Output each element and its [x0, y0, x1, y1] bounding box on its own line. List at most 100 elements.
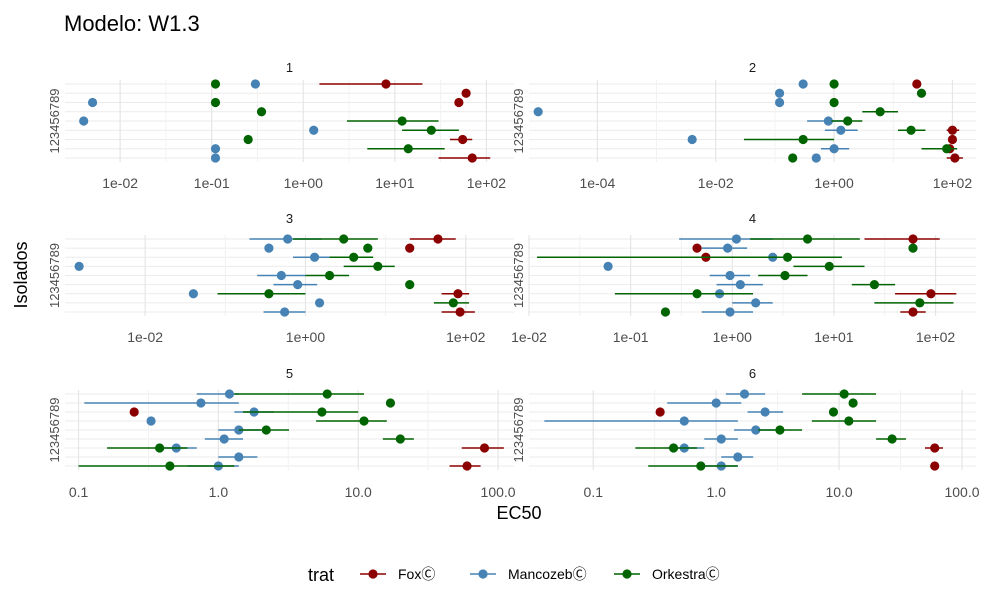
data-point [660, 307, 671, 317]
data-point [363, 243, 373, 253]
data-point [458, 134, 468, 145]
data-point [165, 461, 175, 471]
legend-entry: MancozebⒸ [470, 566, 587, 582]
panel-4: 1e-02 1e-01 1e+00 1e+01 1e+02 4 123456789 [511, 211, 976, 345]
data-point [234, 452, 244, 462]
legend-marker [368, 569, 378, 579]
x-tick-label: 100.0 [481, 484, 516, 500]
y-axis-label: Isolados [11, 241, 31, 308]
data-point [385, 398, 396, 408]
data-point [129, 407, 139, 417]
data-point [309, 125, 319, 135]
x-tick-label: 10.0 [345, 484, 372, 500]
y-tick-label: 123456789 [511, 88, 526, 153]
data-point [146, 416, 156, 426]
data-point [155, 443, 165, 453]
x-tick-label: 1e+00 [814, 175, 854, 191]
data-point [798, 79, 808, 89]
legend: trat FoxⒸ MancozebⒸ OrkestraⒸ [308, 565, 720, 585]
data-point [533, 107, 543, 117]
data-point [731, 234, 742, 244]
x-tick-label: 1e+02 [446, 329, 486, 345]
x-tick-label: 1e+02 [467, 175, 507, 191]
data-point [479, 443, 490, 453]
legend-marker [478, 569, 488, 579]
data-point [788, 153, 798, 163]
data-point [930, 443, 940, 453]
data-point [280, 307, 290, 317]
x-tick-label: 1e-02 [102, 175, 138, 191]
data-point [210, 153, 221, 163]
data-point [848, 398, 858, 408]
data-point [397, 116, 407, 126]
x-tick-label: 1e-01 [613, 329, 649, 345]
x-tick-label: 1e+00 [713, 329, 753, 345]
data-point [798, 134, 808, 145]
data-point [947, 125, 958, 135]
legend-title: trat [308, 565, 334, 585]
data-point [433, 234, 443, 244]
data-point [735, 280, 745, 290]
x-tick-label: 1e+02 [916, 329, 956, 345]
strip-label: 6 [749, 366, 756, 381]
data-point [79, 116, 89, 126]
panel-1: 1e-02 1e-01 1e+00 1e+01 1e+02 1 123456789 [47, 60, 514, 191]
x-tick-label: 1e+00 [286, 329, 326, 345]
x-tick-label: 1e-01 [194, 175, 230, 191]
data-point [696, 461, 706, 471]
data-point [373, 261, 383, 271]
data-point [829, 97, 839, 108]
data-point [395, 434, 405, 444]
y-tick-label: 123456789 [511, 397, 526, 462]
data-point [836, 125, 846, 135]
data-point [679, 416, 689, 426]
data-point [324, 270, 335, 281]
y-tick-label: 123456789 [511, 243, 526, 308]
data-point [381, 79, 391, 89]
data-point [916, 88, 927, 98]
data-point [210, 144, 221, 154]
data-point [828, 407, 839, 417]
data-point [774, 97, 785, 108]
data-point [843, 116, 853, 126]
data-point [829, 79, 839, 89]
data-point [912, 79, 922, 89]
data-point [926, 289, 936, 299]
x-tick-label: 1e+00 [284, 175, 324, 191]
data-point [293, 280, 303, 290]
panel-2: 1e-04 1e-02 1e+00 1e+02 2 123456789 [511, 60, 976, 191]
data-point [655, 407, 665, 417]
data-point [780, 270, 790, 281]
x-tick-label: 0.1 [69, 484, 89, 500]
data-point [668, 443, 679, 453]
strip-label: 3 [286, 211, 293, 226]
x-tick-label: 1e+01 [375, 175, 415, 191]
x-tick-label: 1e+01 [814, 329, 854, 345]
data-point [467, 153, 477, 163]
data-point [224, 389, 235, 399]
data-point [875, 107, 885, 117]
data-point [824, 261, 834, 271]
data-point [276, 270, 286, 281]
data-point [87, 97, 98, 108]
data-point [725, 270, 735, 281]
data-point [774, 88, 785, 98]
data-point [915, 298, 925, 308]
data-point [317, 407, 327, 417]
data-point [359, 416, 369, 426]
x-tick-label: 1e-04 [579, 175, 615, 191]
strip-label: 4 [749, 211, 756, 226]
data-point [692, 243, 702, 253]
data-point [844, 416, 854, 426]
panel-3: 1e-02 1e+00 1e+02 3 123456789 [47, 211, 514, 345]
data-point [829, 144, 839, 154]
data-point [454, 97, 464, 108]
x-tick-label: 1.0 [706, 484, 726, 500]
data-point [930, 461, 940, 471]
data-point [687, 134, 697, 145]
data-point [869, 280, 879, 290]
data-point [906, 125, 916, 135]
data-point [426, 125, 436, 135]
